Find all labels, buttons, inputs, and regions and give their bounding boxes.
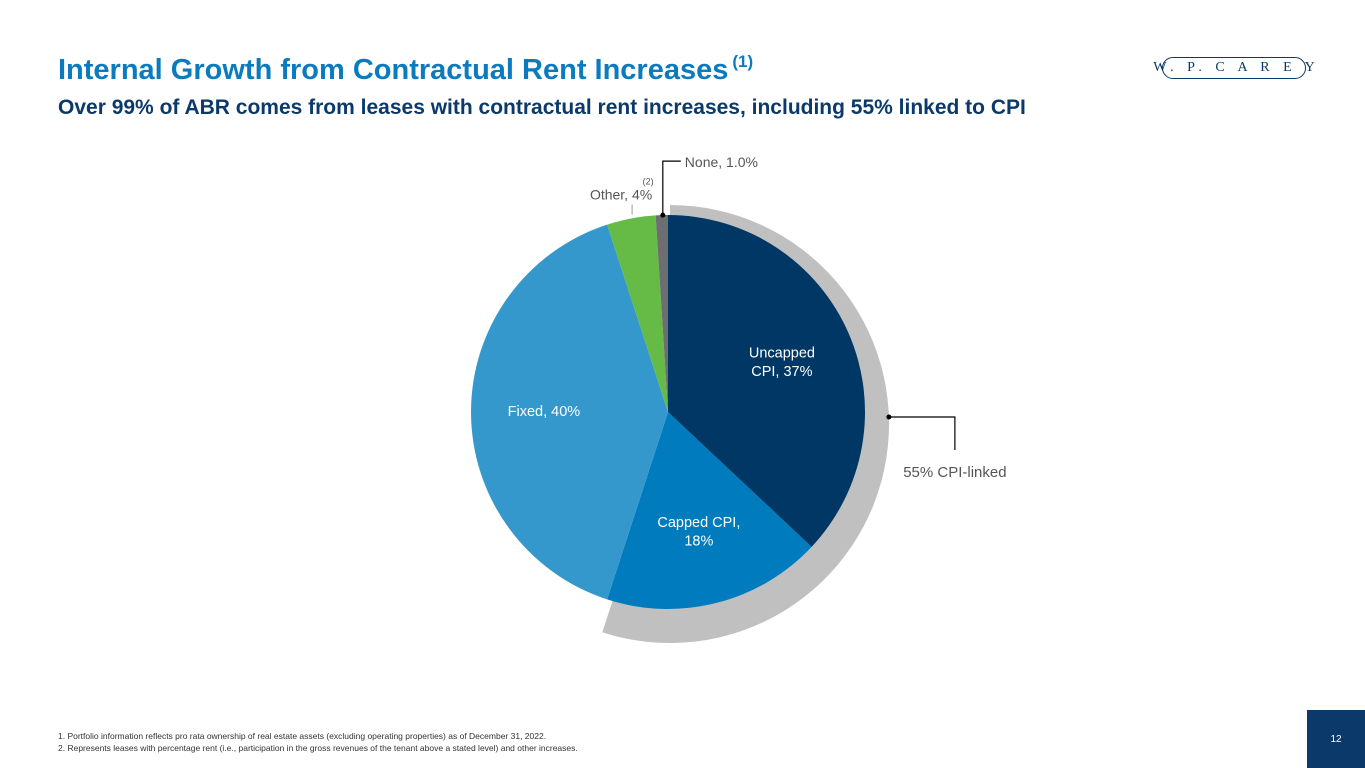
footnotes: 1. Portfolio information reflects pro ra… <box>58 730 578 754</box>
footnote-2: 2. Represents leases with percentage ren… <box>58 743 578 753</box>
slice-label: Other, 4% <box>590 186 652 202</box>
none-leader-line <box>662 160 681 216</box>
bracket-label: 55% CPI-linked <box>903 464 1006 481</box>
page-title-text: Internal Growth from Contractual Rent In… <box>58 54 729 86</box>
pie-slice <box>471 224 668 600</box>
other-footnote-marker: (2) <box>643 176 654 186</box>
slice-label: None, 1.0% <box>685 154 758 170</box>
footnote-1: 1. Portfolio information reflects pro ra… <box>58 731 547 741</box>
pie-slice <box>655 215 668 412</box>
page-title: Internal Growth from Contractual Rent In… <box>58 52 753 87</box>
slice-label: Uncapped CPI, 37% <box>749 345 815 379</box>
page-number: 12 <box>1307 710 1365 768</box>
pie-slice <box>668 215 865 547</box>
page-subtitle: Over 99% of ABR comes from leases with c… <box>58 96 1026 119</box>
slice-label: Capped CPI, 18% <box>657 515 740 549</box>
pie-slice <box>607 412 812 609</box>
pie-slice <box>607 215 668 412</box>
bracket-leader-line <box>888 416 956 450</box>
company-logo: W. P. C A R E Y <box>1153 57 1315 79</box>
slice-label: Fixed, 40% <box>508 404 581 420</box>
title-footnote-marker: (1) <box>732 52 754 71</box>
